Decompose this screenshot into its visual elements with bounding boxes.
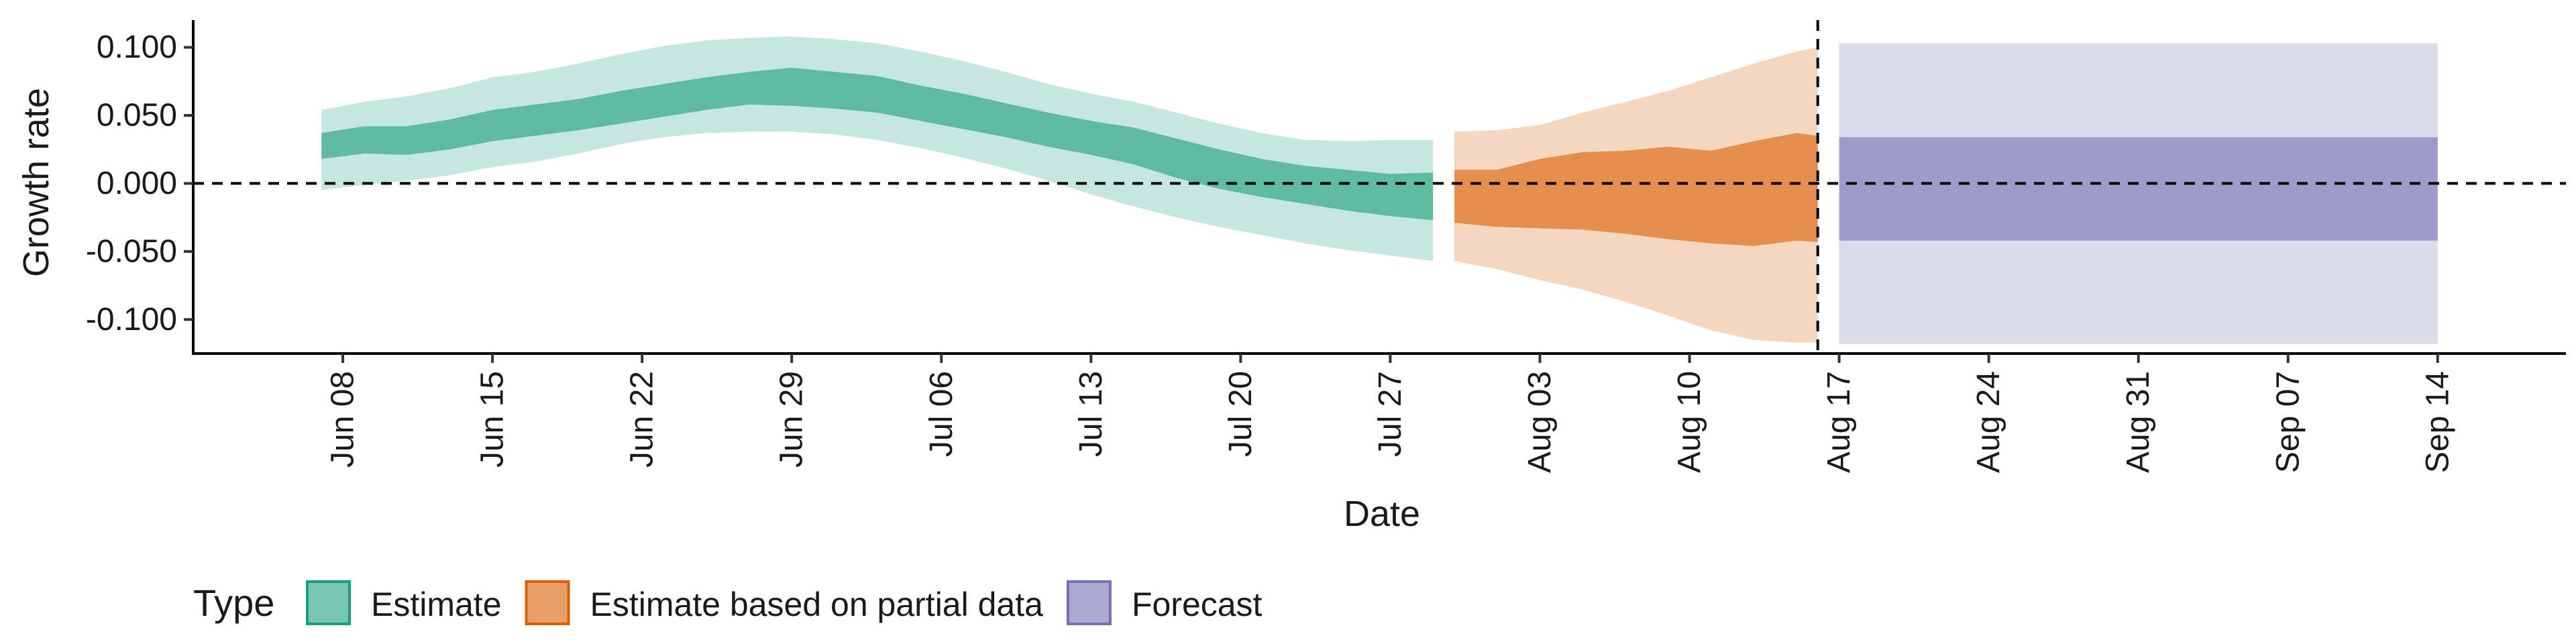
legend-label-estimate: Estimate (371, 586, 502, 623)
x-tick-label: Jul 27 (1373, 371, 1408, 457)
legend-title: Type (193, 582, 274, 624)
x-tick-label: Aug 03 (1522, 371, 1558, 473)
y-axis-title: Growth rate (16, 88, 56, 277)
x-tick-label: Sep 14 (2420, 371, 2455, 473)
y-tick-label: -0.100 (86, 302, 177, 337)
axes (192, 20, 2566, 355)
reference-lines (193, 20, 2566, 354)
estimate-outer-band (321, 36, 1434, 262)
x-tick-label: Jun 15 (475, 371, 511, 468)
legend-key-estimate (306, 580, 351, 625)
legend: Type Estimate Estimate based on partial d… (193, 580, 1263, 625)
y-tick-label: -0.050 (86, 233, 177, 269)
x-tick-label: Jun 08 (325, 371, 361, 468)
x-tick-label: Aug 17 (1821, 371, 1857, 473)
x-tick-label: Aug 31 (2121, 371, 2156, 473)
x-tick-label: Jul 06 (924, 371, 959, 457)
tick-layer: 0.100 0.050 0.000 -0.050 -0.100 Jun 08 Jun 15 J… (86, 30, 2455, 473)
legend-key-forecast (1066, 580, 1112, 625)
x-tick-label: Jun 29 (774, 371, 810, 468)
x-tick-label: Jul 13 (1073, 371, 1109, 457)
x-tick-label: Aug 24 (1971, 371, 2006, 473)
legend-key-estimate-based-on-partial-data (525, 580, 570, 625)
estimate-inner-band (321, 68, 1434, 221)
legend-label-estimate-based-on-partial-data: Estimate based on partial data (590, 586, 1044, 623)
y-tick-label: 0.000 (97, 166, 177, 201)
forecast-inner-band (1839, 137, 2438, 241)
band-layer (321, 36, 2438, 344)
x-tick-label: Sep 07 (2270, 371, 2306, 473)
y-tick-label: 0.100 (97, 30, 177, 65)
x-tick-label: Aug 10 (1672, 371, 1707, 473)
x-axis-title: Date (1344, 494, 1420, 534)
x-tick-label: Jun 22 (625, 371, 660, 468)
y-tick-label: 0.050 (97, 98, 177, 133)
legend-label-forecast: Forecast (1132, 586, 1263, 623)
x-tick-label: Jul 20 (1223, 371, 1258, 457)
estimate-based-on-partial-data-inner-band (1454, 133, 1818, 246)
